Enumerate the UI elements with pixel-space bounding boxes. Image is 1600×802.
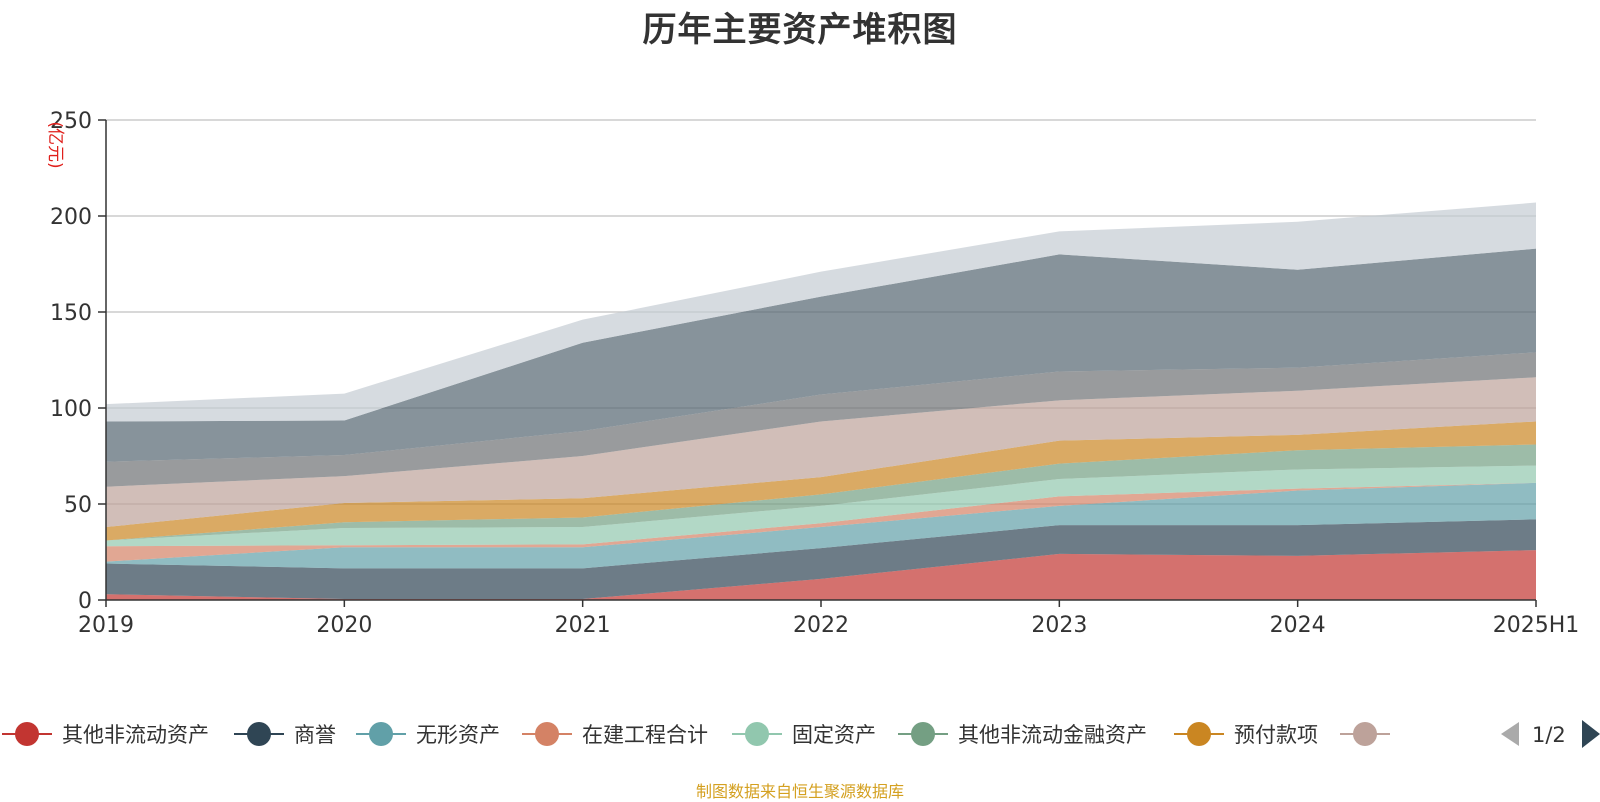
legend-label: 其他非流动资产 [62,723,209,747]
chart-title: 历年主要资产堆积图 [642,10,958,50]
legend-label: 在建工程合计 [582,723,708,747]
y-axis-label: (亿元) [45,121,65,168]
legend-item[interactable]: 固定资产 [732,722,876,747]
x-tick-label: 2023 [1031,613,1087,638]
legend-marker [1187,722,1211,746]
area-series-6[interactable] [106,421,1536,541]
legend-label: 固定资产 [792,723,876,747]
x-tick-label: 2019 [78,613,134,638]
legend-marker [247,722,271,746]
y-tick-label: 50 [64,493,92,518]
legend-item[interactable]: 无形资产 [356,722,500,747]
legend-marker [15,722,39,746]
area-series-4[interactable] [106,465,1536,547]
legend-next-icon[interactable] [1582,720,1600,748]
legend-prev-icon[interactable] [1501,722,1519,746]
x-tick-label: 2022 [793,613,849,638]
legend-item[interactable]: 在建工程合计 [522,722,708,747]
legend-marker [535,722,559,746]
x-tick-label: 2020 [316,613,372,638]
area-series [106,202,1536,600]
legend-marker [1353,722,1377,746]
legend-marker [369,722,393,746]
legend-label: 无形资产 [416,723,500,747]
legend-marker [911,722,935,746]
y-tick-label: 0 [78,589,92,614]
legend-page-indicator: 1/2 [1532,723,1566,747]
area-series-2[interactable] [106,482,1536,569]
legend-item[interactable]: 其他非流动金融资产 [898,722,1147,747]
y-tick-label: 200 [50,205,92,230]
area-series-9[interactable] [106,248,1536,462]
legend-item[interactable]: 预付款项 [1174,722,1318,747]
area-series-5[interactable] [106,444,1536,541]
legend-label: 其他非流动金融资产 [958,723,1147,747]
axes: 0 50 100 150 200 250 2019 2020 2021 2022 2023 2024 2… [45,109,1579,638]
y-tick-label: 150 [50,301,92,326]
x-tick-label: 2024 [1270,613,1326,638]
legend-item[interactable]: 其他非流动资产 [2,722,209,747]
source-note: 制图数据来自恒生聚源数据库 [695,782,904,801]
legend-label: 商誉 [294,723,336,747]
y-tick-label: 100 [50,397,92,422]
area-series-10[interactable] [106,202,1536,422]
legend: 其他非流动资产 商誉 无形资产 在建工程合计 固定资产 其他非流动金融资产 预付款项 1/2 [2,720,1600,748]
legend-label: 预付款项 [1234,723,1318,747]
y-tick-label: 250 [50,109,92,134]
legend-item[interactable]: 商誉 [234,722,336,747]
legend-item[interactable] [1340,722,1390,746]
area-series-7[interactable] [106,377,1536,528]
legend-marker [745,722,769,746]
x-tick-label: 2025H1 [1493,613,1580,638]
area-series-0[interactable] [106,550,1536,600]
area-series-8[interactable] [106,352,1536,487]
area-series-1[interactable] [106,519,1536,600]
x-tick-label: 2021 [555,613,611,638]
